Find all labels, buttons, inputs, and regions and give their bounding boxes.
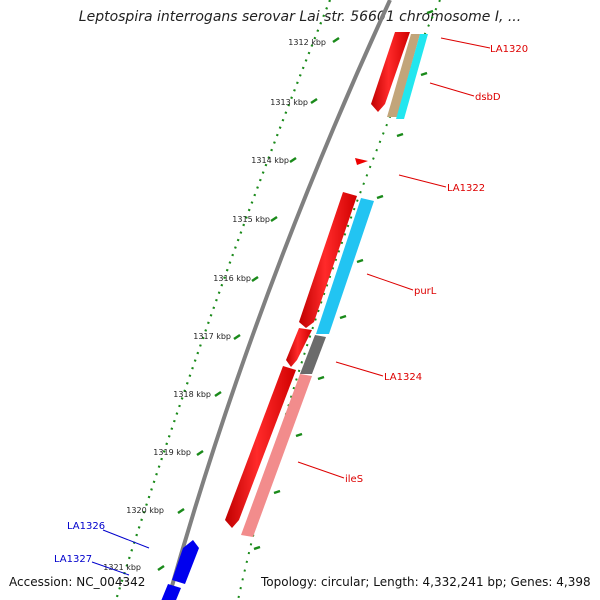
tick-label: 1318 kbp bbox=[173, 390, 211, 399]
major-tick-marks bbox=[157, 36, 340, 572]
map-title: Leptospira interrogans serovar Lai str. … bbox=[78, 9, 522, 25]
feature-ring-2 bbox=[241, 34, 428, 537]
leader-line bbox=[335, 361, 384, 377]
major-tick bbox=[289, 156, 297, 164]
feature-dsbd-brown bbox=[387, 34, 420, 117]
tick-ring bbox=[114, 0, 332, 600]
feature-iles-pink bbox=[241, 374, 312, 537]
major-tick bbox=[177, 507, 185, 515]
leader-line bbox=[297, 461, 345, 479]
major-tick bbox=[251, 275, 259, 283]
tick-label: 1313 kbp bbox=[270, 98, 308, 107]
gene-label-la1327: LA1327 bbox=[54, 554, 92, 565]
tick-label: 1319 kbp bbox=[153, 448, 191, 457]
cds-la1326 bbox=[172, 540, 199, 584]
gene-labels: LA1320 dsbD LA1322 purL LA1324 ileS LA13… bbox=[54, 44, 528, 565]
inner-tick-marks bbox=[253, 9, 434, 551]
gene-label-la1326: LA1326 bbox=[67, 521, 105, 532]
inner-tick bbox=[356, 258, 364, 264]
tick-label: 1316 kbp bbox=[213, 274, 251, 283]
tick-label: 1321 kbp bbox=[103, 563, 141, 572]
major-tick bbox=[332, 36, 340, 44]
cds-la1327 bbox=[161, 584, 181, 600]
leader-line bbox=[429, 82, 475, 97]
gene-label-dsbd: dsbD bbox=[475, 92, 501, 103]
leader-line bbox=[91, 561, 130, 576]
leader-line bbox=[398, 174, 447, 188]
gene-label-purl: purL bbox=[414, 286, 437, 297]
inner-tick bbox=[273, 489, 281, 495]
inner-tick bbox=[396, 132, 404, 138]
major-tick bbox=[233, 333, 241, 341]
inner-tick bbox=[317, 375, 325, 381]
tick-labels: 1312 kbp 1313 kbp 1314 kbp 1315 kbp 1316… bbox=[103, 38, 326, 572]
tick-label: 1320 kbp bbox=[126, 506, 164, 515]
major-tick bbox=[157, 564, 165, 572]
gene-label-la1320: LA1320 bbox=[490, 44, 528, 55]
tick-label: 1317 kbp bbox=[193, 332, 231, 341]
tick-label: 1314 kbp bbox=[251, 156, 289, 165]
cds-la1324 bbox=[286, 328, 312, 367]
feature-purl-blue bbox=[316, 198, 374, 334]
forward-cds-features bbox=[225, 32, 410, 528]
inner-tick bbox=[295, 432, 303, 438]
leader-line bbox=[440, 37, 491, 49]
reverse-cds-features bbox=[161, 540, 199, 600]
gene-label-iles: ileS bbox=[345, 474, 363, 485]
inner-tick bbox=[339, 314, 347, 320]
feature-dsbd-cyan bbox=[396, 34, 428, 119]
cds-iles bbox=[225, 366, 296, 528]
leader-line bbox=[366, 273, 414, 291]
feature-la1324-gray bbox=[300, 335, 326, 374]
gene-label-la1324: LA1324 bbox=[384, 372, 422, 383]
genome-summary-text: Topology: circular; Length: 4,332,241 bp… bbox=[261, 575, 591, 589]
major-tick bbox=[310, 97, 318, 105]
chromosome-backbone bbox=[166, 0, 392, 600]
tick-label: 1312 kbp bbox=[288, 38, 326, 47]
accession-text: Accession: NC_004342 bbox=[9, 575, 146, 589]
cds-la1320 bbox=[371, 32, 410, 112]
major-tick bbox=[270, 215, 278, 223]
gene-label-la1322: LA1322 bbox=[447, 183, 485, 194]
inner-tick bbox=[253, 545, 261, 551]
inner-tick bbox=[420, 71, 428, 77]
cds-purl-upper bbox=[299, 192, 357, 328]
inner-tick bbox=[376, 194, 384, 200]
inner-tick bbox=[426, 9, 434, 15]
label-leader-lines bbox=[91, 37, 491, 576]
major-tick bbox=[214, 390, 222, 398]
leader-line bbox=[102, 529, 150, 549]
major-tick bbox=[196, 449, 204, 457]
tick-label: 1315 kbp bbox=[232, 215, 270, 224]
cds-la1322 bbox=[355, 158, 368, 165]
